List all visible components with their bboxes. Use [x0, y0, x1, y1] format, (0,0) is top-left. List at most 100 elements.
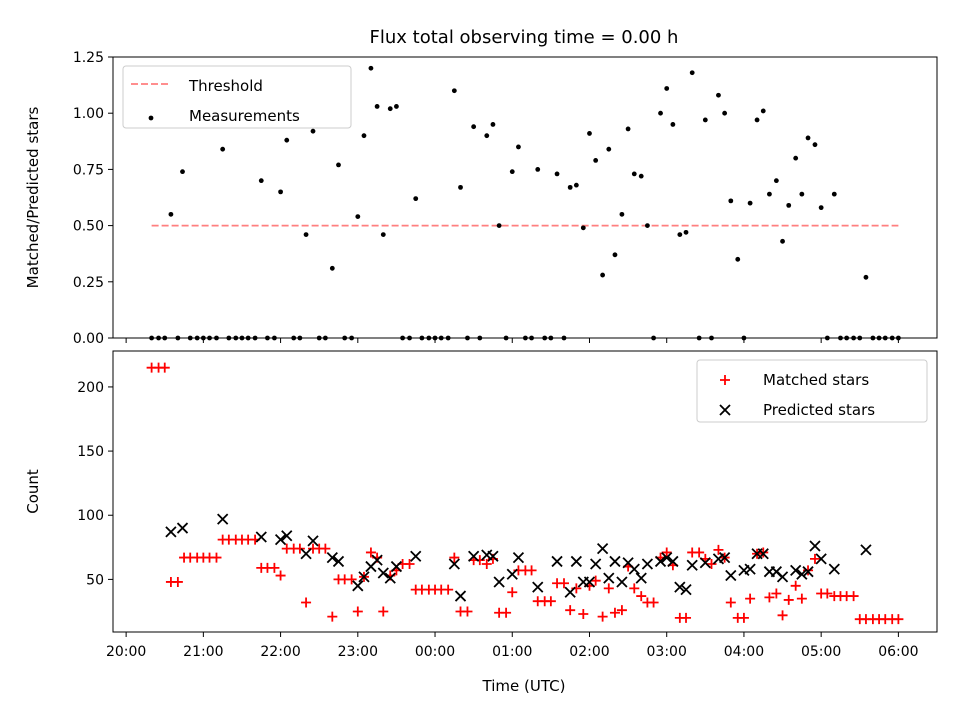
legend-box [696, 359, 928, 423]
predicted-star-marker [506, 568, 518, 580]
matched-star-marker [275, 570, 286, 581]
measurement-point [258, 178, 264, 184]
measurement-point [593, 158, 599, 163]
measurement-point [895, 335, 901, 341]
measurement-point [716, 92, 721, 98]
measurement-point [233, 335, 239, 341]
matched-star-marker [301, 597, 312, 608]
matched-star-marker [159, 362, 170, 373]
predicted-star-marker [635, 572, 647, 584]
measurement-point [226, 335, 232, 341]
measurement-point [645, 223, 650, 229]
matched-star-marker [713, 544, 724, 555]
measurement-point [773, 178, 779, 184]
measurement-point [214, 335, 219, 341]
predicted-star-marker [281, 530, 293, 542]
predicted-star-marker [725, 569, 737, 582]
predicted-star-marker [307, 535, 319, 547]
predicted-star-marker [454, 590, 467, 602]
legend-dot-swatch [148, 115, 154, 121]
measurement-point [156, 335, 161, 341]
matched-star-marker [443, 584, 454, 595]
legend-box [122, 65, 352, 129]
measurement-point [368, 65, 374, 71]
matched-star-marker [783, 594, 794, 605]
measurement-point [516, 144, 521, 150]
measurement-point [600, 272, 606, 278]
predicted-star-marker [570, 555, 582, 568]
y-tick-label: 200 [77, 380, 104, 396]
y-axis-label: Count [24, 469, 42, 514]
series-group [146, 362, 904, 625]
bottom-panel: 20:00 21:00 22:00 23:00 00:00 01:00 02:00 03:00… [24, 350, 938, 660]
predicted-star-marker [493, 576, 505, 588]
matched-star-marker [738, 612, 749, 623]
predicted-star-marker [564, 586, 576, 598]
chart-title: Flux total observing time = 0.00 h [370, 27, 679, 48]
measurement-point [863, 274, 869, 280]
x-tick-label: 23:00 [338, 644, 378, 660]
predicted-star-marker [590, 558, 602, 570]
y-tick-label: 0.25 [73, 275, 104, 291]
measurement-point [477, 335, 483, 341]
y-tick-label: 0.00 [73, 331, 104, 347]
predicted-star-marker [667, 555, 679, 568]
matched-star-marker [526, 565, 537, 576]
measurement-point [573, 182, 579, 188]
measurement-point [400, 335, 405, 341]
x-tick-label: 04:00 [724, 644, 764, 660]
measurement-point [767, 191, 772, 197]
matched-star-marker [609, 607, 620, 618]
y-tick-label: 150 [77, 444, 104, 460]
measurement-point [336, 162, 341, 168]
measurement-point [851, 335, 856, 341]
legend-label: Measurements [189, 107, 300, 125]
matched-star-marker [745, 593, 756, 604]
matched-star-marker [378, 606, 389, 617]
measurement-point [658, 110, 663, 116]
top-panel: 0.00 0.25 0.50 0.75 1.00 1.25 Matched/Predicte… [24, 50, 938, 347]
predicted-star-marker [512, 551, 525, 564]
measurement-point [754, 117, 760, 123]
measurement-point [180, 169, 185, 175]
predicted-star-marker [551, 555, 563, 568]
predicted-star-marker [468, 550, 480, 562]
predicted-star-marker [352, 580, 364, 592]
predicted-star-marker [661, 551, 673, 564]
measurement-point [619, 211, 625, 217]
predicted-star-marker [255, 531, 267, 543]
measurement-point [310, 128, 316, 134]
measurement-point [522, 335, 528, 341]
matched-star-marker [449, 552, 460, 563]
measurement-point [374, 104, 380, 109]
measurement-point [664, 86, 670, 91]
predicted-star-marker [358, 571, 370, 583]
predicted-star-marker [487, 550, 499, 562]
matched-star-marker [725, 597, 736, 608]
measurement-point [812, 142, 818, 148]
measurement-point [322, 335, 328, 341]
matched-star-marker [597, 611, 608, 622]
matched-star-marker [346, 574, 357, 585]
predicted-star-marker [699, 557, 711, 569]
matched-star-marker [681, 612, 692, 623]
predicted-star-marker [448, 558, 460, 570]
measurement-point [625, 126, 631, 132]
matched-star-marker [558, 578, 569, 589]
measurement-point [349, 335, 355, 341]
predicted-star-marker [686, 559, 698, 571]
measurement-point [709, 335, 714, 341]
measurement-point [696, 335, 702, 341]
y-tick-label: 100 [77, 508, 104, 524]
measurement-point [561, 335, 567, 341]
predicted-star-marker [176, 522, 189, 534]
predicted-star-marker [410, 550, 422, 562]
measurement-point [580, 225, 586, 231]
matched-star-marker [211, 552, 222, 563]
measurement-point [458, 184, 463, 190]
measurement-point [799, 191, 805, 197]
legend-label: Matched stars [763, 371, 869, 389]
predicted-star-marker [274, 533, 287, 546]
measurement-point [728, 198, 734, 204]
matched-star-marker [590, 575, 601, 586]
